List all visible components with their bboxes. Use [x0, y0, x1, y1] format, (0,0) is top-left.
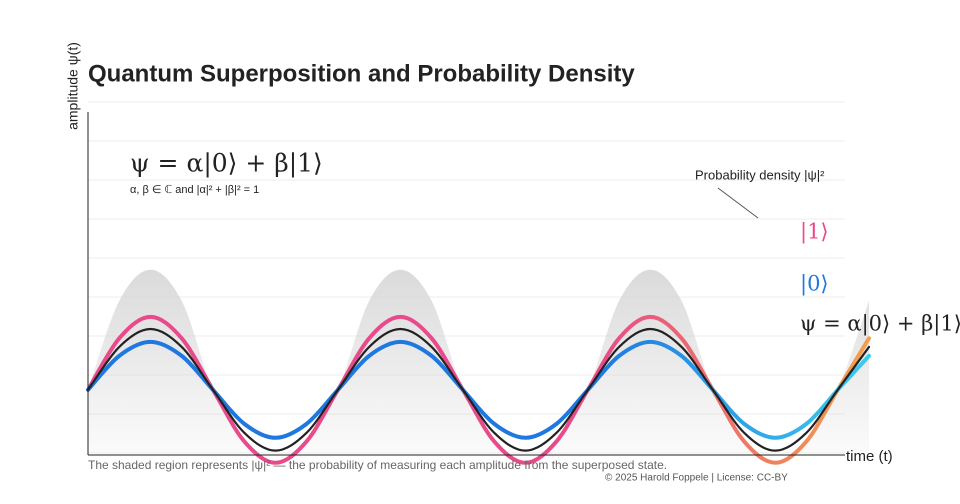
annotation: Probability density |ψ|² — [695, 167, 825, 182]
series-line — [86, 327, 871, 452]
legend-label: |0⟩ — [800, 272, 829, 297]
annotation-pointer — [717, 187, 759, 219]
caption: The shaded region represents |ψ|² — the … — [88, 458, 667, 472]
x-axis-label: time (t) — [846, 448, 893, 465]
legend-label: |1⟩ — [800, 220, 829, 245]
chart-title: Quantum Superposition and Probability De… — [88, 60, 635, 87]
formula: ψ = α|0⟩ + β|1⟩ — [130, 149, 323, 179]
plot-area — [86, 101, 871, 465]
y-axis-label: amplitude ψ(t) — [65, 42, 81, 130]
formula-note: α, β ∈ ℂ and |α|² + |β|² = 1 — [130, 184, 259, 196]
legend-label: ψ = α|0⟩ + β|1⟩ — [800, 312, 960, 337]
density-area — [88, 269, 869, 453]
credit: © 2025 Harold Foppele | License: CC-BY — [605, 473, 788, 484]
